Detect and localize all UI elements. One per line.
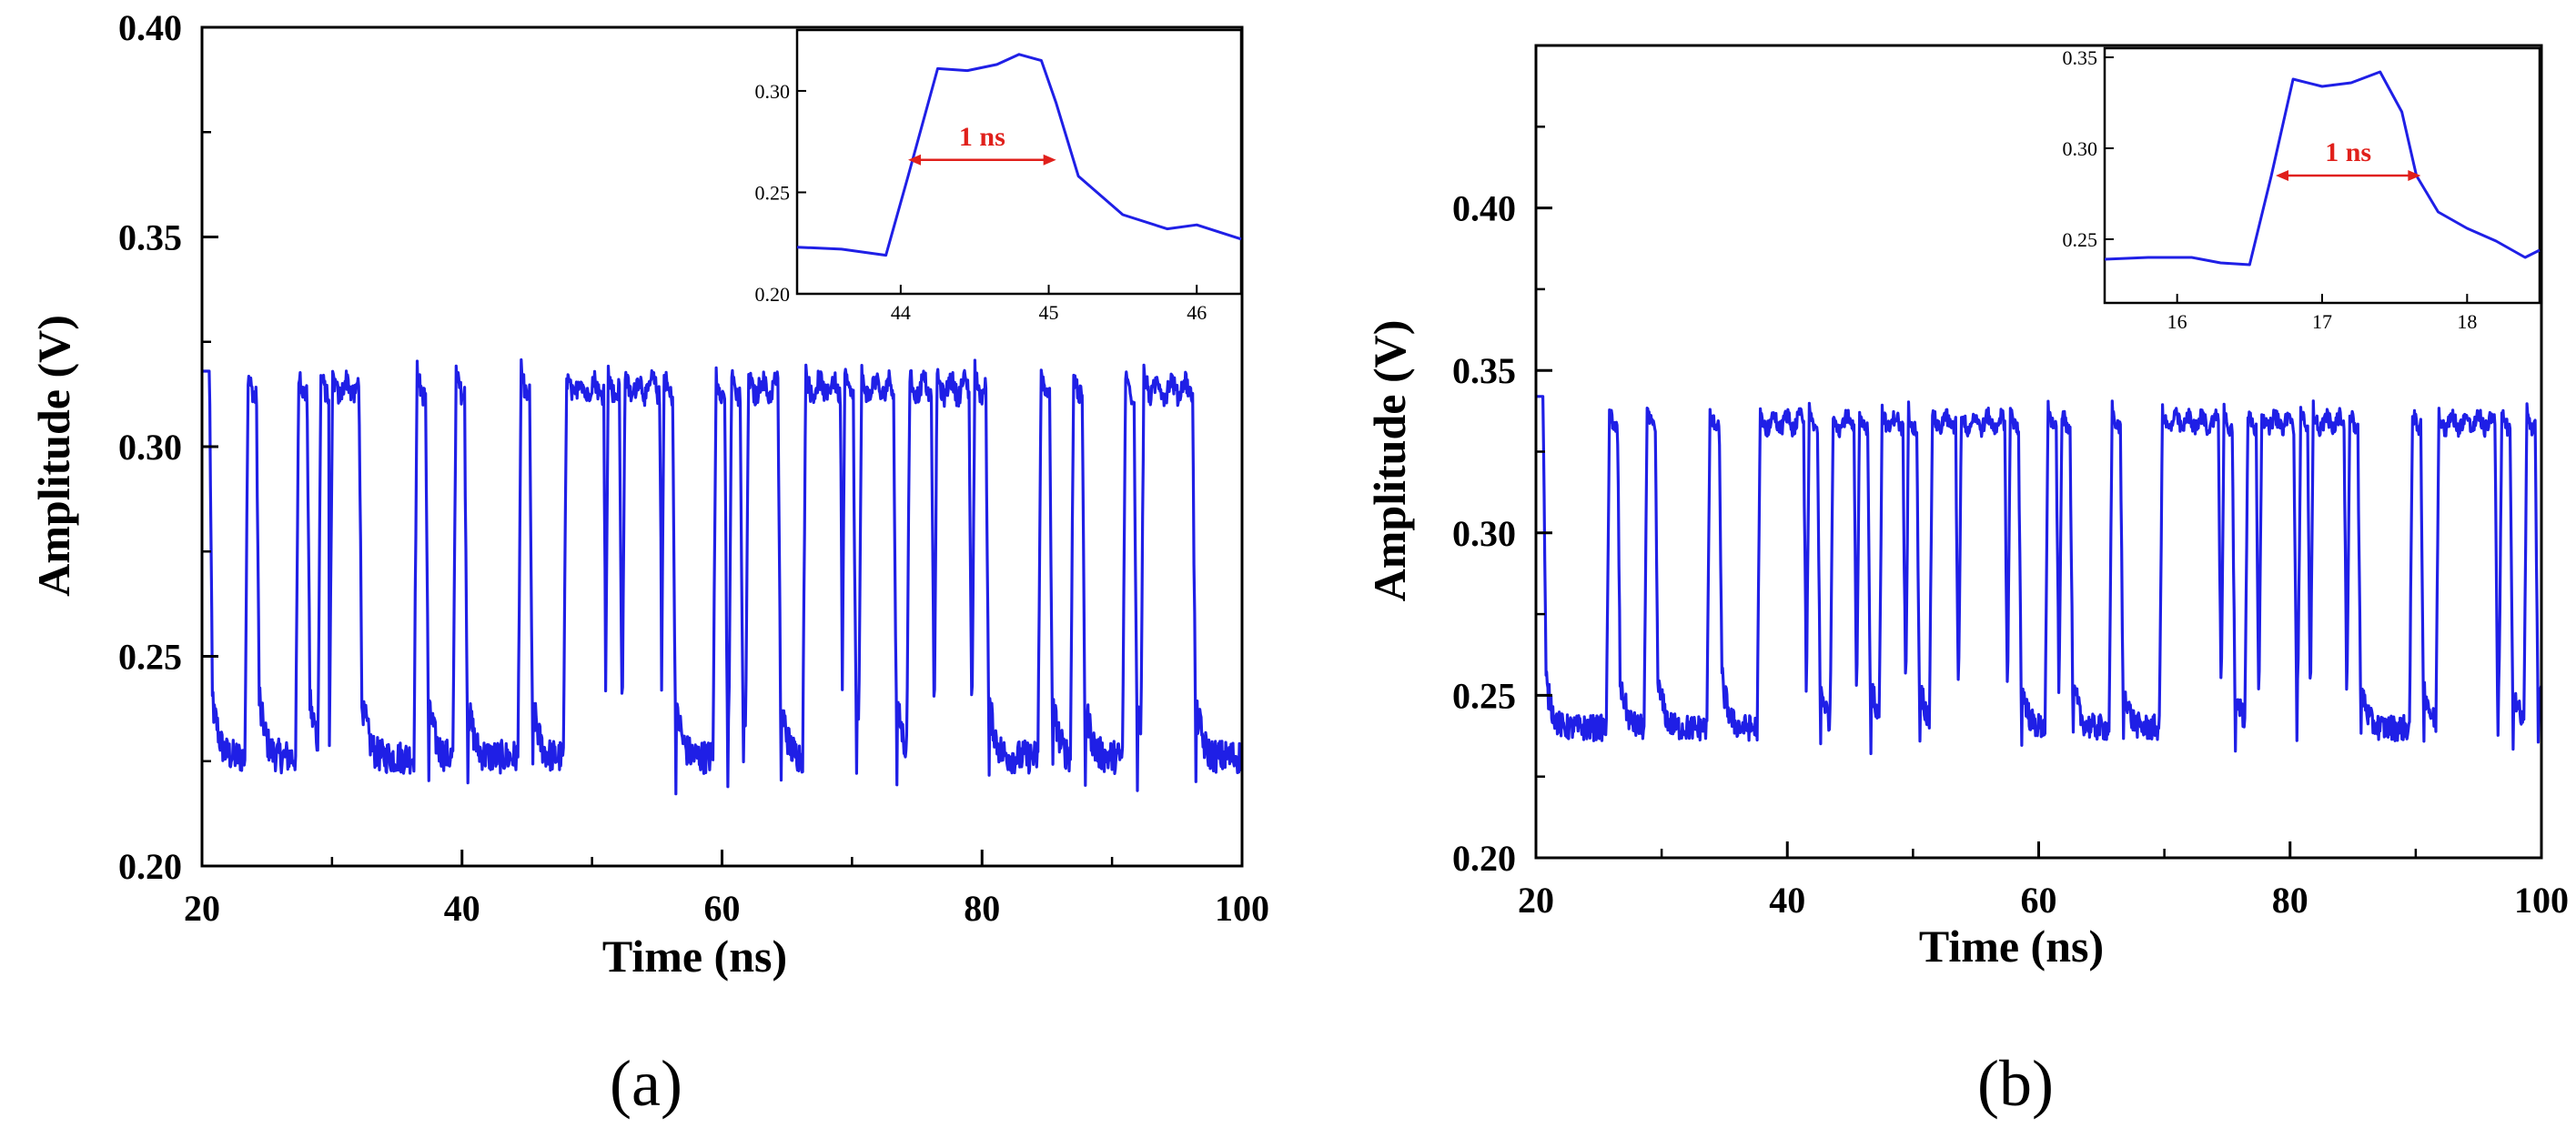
x-tick-label-b-0: 20 xyxy=(1518,880,1554,921)
x-tick-label-a-3: 80 xyxy=(964,888,1000,929)
inset-arrowhead-left-a xyxy=(908,154,921,166)
y-tick-label-b-3: 0.35 xyxy=(1452,350,1516,391)
y-axis-label-b: Amplitude (V) xyxy=(1364,320,1415,602)
y-tick-label-a-4: 0.40 xyxy=(118,7,182,48)
chart-a: 20 40 60 80 100 0.20 0.25 0.30 0.35 0.40 Time (ns)… xyxy=(28,7,1269,982)
y-tick-label-b-4: 0.40 xyxy=(1452,188,1516,229)
inset-a: 44 45 46 0.20 0.25 0.30 1 ns xyxy=(755,28,1243,324)
panel-b-label: (b) xyxy=(1977,1047,2054,1120)
inset-y-tick-label-a-0: 0.20 xyxy=(755,283,791,306)
inset-x-tick-label-b-1: 17 xyxy=(2312,310,2332,333)
inset-x-tick-label-b-2: 18 xyxy=(2457,310,2477,333)
x-tick-label-b-1: 40 xyxy=(1769,880,1805,921)
inset-x-tick-label-a-2: 46 xyxy=(1187,301,1207,324)
y-tick-label-b-0: 0.20 xyxy=(1452,838,1516,879)
x-tick-label-a-0: 20 xyxy=(184,888,220,929)
y-tick-label-b-2: 0.30 xyxy=(1452,513,1516,554)
panel-a-label: (a) xyxy=(610,1047,682,1120)
x-axis-label-b: Time (ns) xyxy=(1919,921,2104,972)
inset-annotation-a: 1 ns xyxy=(959,122,1005,152)
inset-y-tick-label-b-2: 0.35 xyxy=(2063,46,2098,69)
x-tick-label-a-2: 60 xyxy=(704,888,741,929)
y-tick-label-b-1: 0.25 xyxy=(1452,675,1516,716)
inset-series-line-a xyxy=(796,53,1242,257)
inset-arrowhead-left-b xyxy=(2276,170,2289,181)
inset-b: 16 17 18 0.25 0.30 0.35 1 ns xyxy=(2063,46,2541,333)
inset-x-tick-label-a-1: 45 xyxy=(1039,301,1059,324)
y-tick-label-a-2: 0.30 xyxy=(118,427,182,468)
x-axis-label-a: Time (ns) xyxy=(602,931,787,982)
inset-series-line-b xyxy=(2104,70,2541,267)
y-tick-label-a-3: 0.35 xyxy=(118,217,182,258)
x-tick-label-a-4: 100 xyxy=(1215,888,1269,929)
inset-frame-a xyxy=(795,28,1243,296)
inset-arrowhead-right-b xyxy=(2408,170,2421,181)
series-line-a xyxy=(202,357,1242,796)
inset-x-tick-label-a-0: 44 xyxy=(891,301,911,324)
y-tick-label-a-1: 0.25 xyxy=(118,637,182,678)
inset-x-tick-label-b-0: 16 xyxy=(2167,310,2187,333)
x-tick-label-b-4: 100 xyxy=(2514,880,2569,921)
series-line-b xyxy=(1536,395,2541,756)
inset-y-tick-label-b-1: 0.30 xyxy=(2063,137,2098,160)
inset-y-tick-label-b-0: 0.25 xyxy=(2063,228,2098,251)
chart-b: 20 40 60 80 100 0.20 0.25 0.30 0.35 0.40 Time (ns)… xyxy=(1364,44,2569,972)
y-axis-label-a: Amplitude (V) xyxy=(28,315,79,597)
x-tick-label-b-3: 80 xyxy=(2272,880,2308,921)
y-tick-label-a-0: 0.20 xyxy=(118,846,182,887)
inset-y-tick-label-a-1: 0.25 xyxy=(755,181,791,204)
x-tick-label-a-1: 40 xyxy=(444,888,480,929)
inset-annotation-b: 1 ns xyxy=(2325,137,2371,167)
inset-y-tick-label-a-2: 0.30 xyxy=(755,80,791,103)
x-tick-label-b-2: 60 xyxy=(2021,880,2057,921)
inset-arrowhead-right-a xyxy=(1043,154,1056,166)
